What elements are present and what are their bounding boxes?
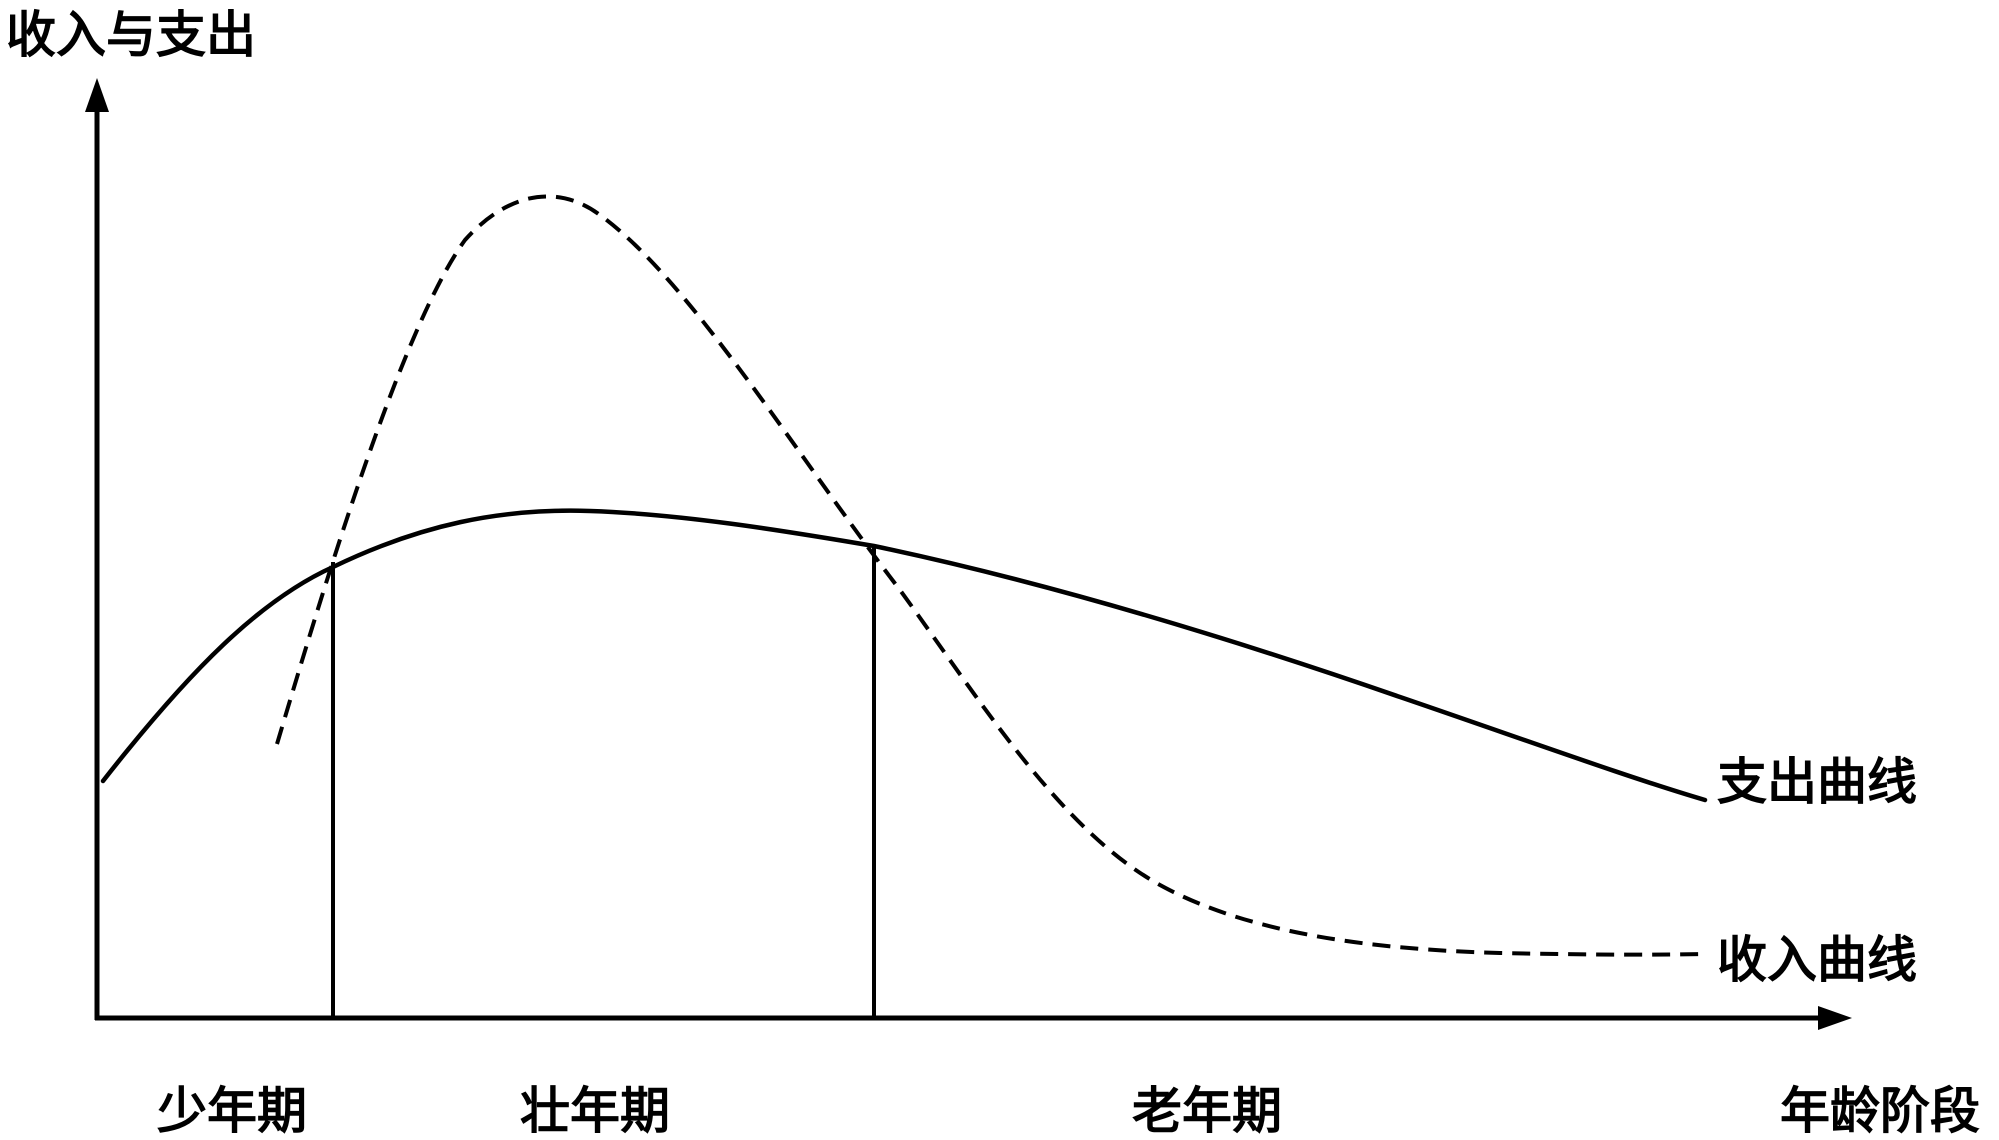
stage-label-youth: 少年期 (157, 1082, 307, 1140)
x-axis-label: 年龄阶段 (1780, 1082, 1980, 1140)
solid-curve (100, 508, 1708, 803)
x-axis-arrowhead (1818, 1006, 1852, 1030)
y-axis-arrowhead (85, 78, 109, 112)
stage-label-old: 老年期 (1132, 1082, 1282, 1140)
axes (85, 78, 1852, 1030)
dashed-curve-label: 收入曲线 (1717, 931, 1917, 989)
y-axis-label: 收入与支出 (6, 6, 256, 64)
solid-curve-label: 支出曲线 (1717, 753, 1917, 811)
stage-label-prime: 壮年期 (520, 1082, 670, 1140)
dashed-curve (275, 194, 1706, 957)
